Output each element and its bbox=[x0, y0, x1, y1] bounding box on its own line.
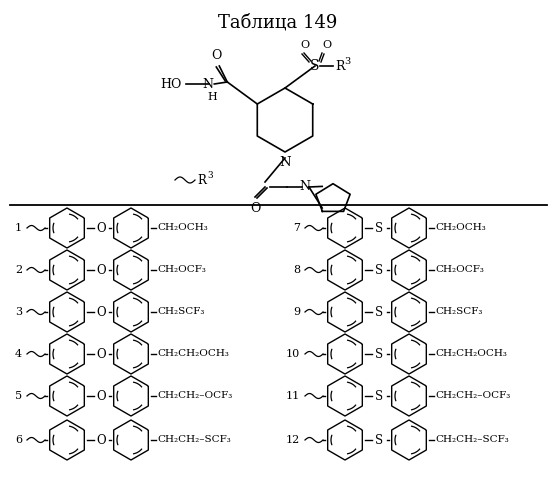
Text: CH₂OCH₃: CH₂OCH₃ bbox=[435, 224, 486, 232]
Text: CH₂OCH₃: CH₂OCH₃ bbox=[157, 224, 208, 232]
Text: 3: 3 bbox=[15, 307, 22, 317]
Text: HO: HO bbox=[160, 78, 181, 90]
Text: O: O bbox=[300, 40, 310, 50]
Text: S: S bbox=[375, 222, 383, 234]
Text: CH₂CH₂–SCF₃: CH₂CH₂–SCF₃ bbox=[157, 436, 231, 444]
Text: 2: 2 bbox=[15, 265, 22, 275]
Text: 9: 9 bbox=[293, 307, 300, 317]
Text: CH₂CH₂–OCF₃: CH₂CH₂–OCF₃ bbox=[435, 392, 510, 400]
Text: R: R bbox=[197, 174, 206, 186]
Text: CH₂CH₂OCH₃: CH₂CH₂OCH₃ bbox=[435, 350, 507, 358]
Text: 10: 10 bbox=[286, 349, 300, 359]
Text: R: R bbox=[335, 60, 344, 72]
Text: O: O bbox=[323, 40, 331, 50]
Text: CH₂SCF₃: CH₂SCF₃ bbox=[157, 308, 204, 316]
Text: S: S bbox=[375, 348, 383, 360]
Text: S: S bbox=[375, 390, 383, 402]
Text: 5: 5 bbox=[15, 391, 22, 401]
Text: 6: 6 bbox=[15, 435, 22, 445]
Text: N: N bbox=[279, 156, 291, 169]
Text: CH₂OCF₃: CH₂OCF₃ bbox=[157, 266, 206, 274]
Text: CH₂CH₂OCH₃: CH₂CH₂OCH₃ bbox=[157, 350, 229, 358]
Text: 7: 7 bbox=[293, 223, 300, 233]
Text: 1: 1 bbox=[15, 223, 22, 233]
Text: CH₂SCF₃: CH₂SCF₃ bbox=[435, 308, 482, 316]
Text: 11: 11 bbox=[286, 391, 300, 401]
Text: O: O bbox=[96, 222, 106, 234]
Text: H: H bbox=[207, 92, 217, 102]
Text: N: N bbox=[300, 180, 310, 194]
Text: S: S bbox=[375, 434, 383, 446]
Text: S: S bbox=[375, 264, 383, 276]
Text: CH₂OCF₃: CH₂OCF₃ bbox=[435, 266, 484, 274]
Text: 8: 8 bbox=[293, 265, 300, 275]
Text: S: S bbox=[375, 306, 383, 318]
Text: O: O bbox=[96, 306, 106, 318]
Text: O: O bbox=[211, 49, 222, 62]
Text: O: O bbox=[96, 264, 106, 276]
Text: Таблица 149: Таблица 149 bbox=[218, 13, 338, 31]
Text: O: O bbox=[250, 202, 260, 215]
Text: S: S bbox=[310, 59, 320, 73]
Text: N: N bbox=[202, 78, 213, 90]
Text: CH₂CH₂–SCF₃: CH₂CH₂–SCF₃ bbox=[435, 436, 509, 444]
Text: 4: 4 bbox=[15, 349, 22, 359]
Text: O: O bbox=[96, 434, 106, 446]
Text: 12: 12 bbox=[286, 435, 300, 445]
Text: 3: 3 bbox=[207, 170, 213, 179]
Text: O: O bbox=[96, 348, 106, 360]
Text: CH₂CH₂–OCF₃: CH₂CH₂–OCF₃ bbox=[157, 392, 232, 400]
Text: 3: 3 bbox=[344, 56, 350, 66]
Text: O: O bbox=[96, 390, 106, 402]
